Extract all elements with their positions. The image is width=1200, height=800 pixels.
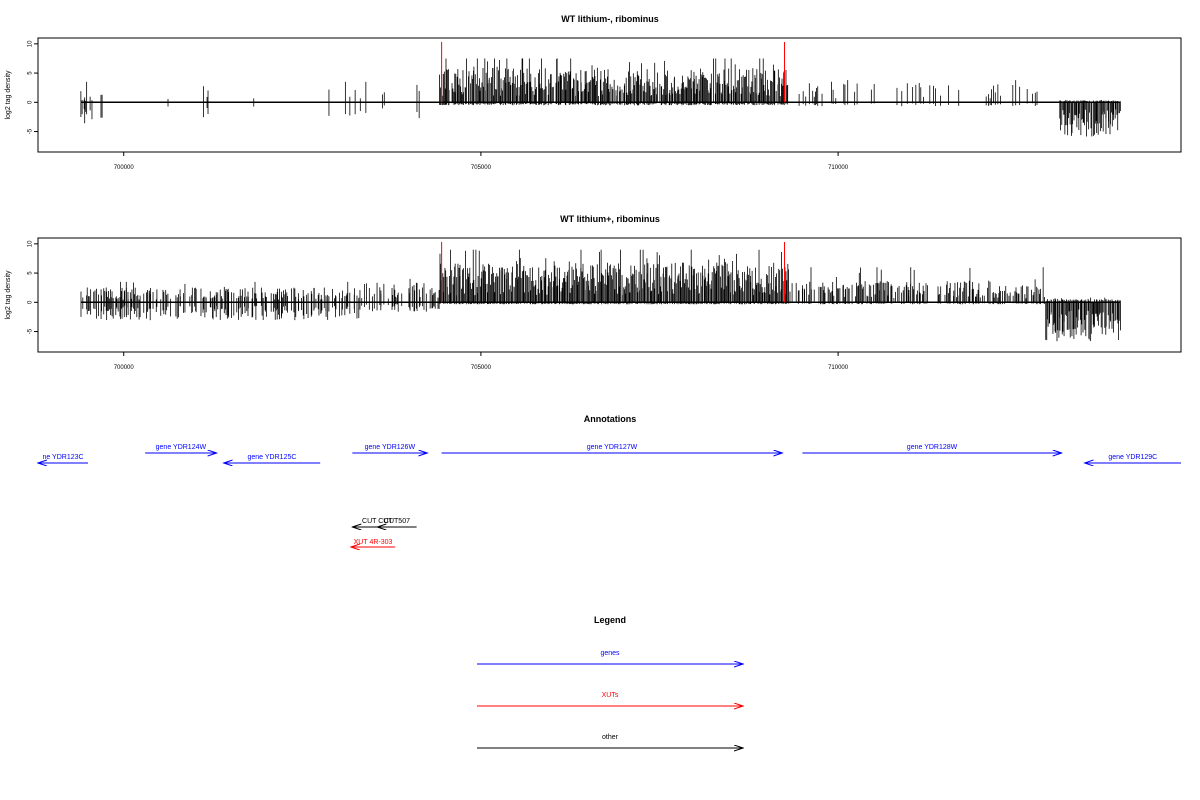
track-2-title: WT lithium+, ribominus	[560, 214, 660, 224]
gene-label: gene YDR127W	[587, 444, 638, 451]
gene-label: gene YDR125C	[248, 454, 297, 461]
track-1-bars	[80, 42, 1121, 137]
track-panel-2: WT lithium+, ribominus log2 tag density …	[5, 214, 1182, 371]
x-tick-label: 705000	[471, 165, 492, 171]
track-1-frame	[37, 37, 1182, 153]
legend-label: genes	[600, 650, 620, 657]
y-tick-label: 0	[28, 300, 34, 304]
track-panel-1: WT lithium-, ribominus log2 tag density …	[5, 14, 1182, 171]
track-1-title: WT lithium-, ribominus	[561, 14, 659, 24]
legend-items: genes XUTs other	[477, 650, 743, 748]
y-tick-label: -5	[28, 328, 34, 334]
track-1-axes: -5 0 5 10 700000 705000 710000	[28, 40, 849, 171]
track-1-ylabel: log2 tag density	[5, 70, 12, 120]
legend-title: Legend	[594, 615, 626, 625]
track-2-ylabel: log2 tag density	[5, 270, 12, 320]
gene-label: gene YDR129C	[1108, 454, 1157, 461]
y-tick-label: 0	[28, 100, 34, 104]
annotation-features: ne YDR123C gene YDR124W gene YDR125C gene Y…	[38, 444, 1181, 547]
y-tick-label: 10	[28, 240, 34, 247]
y-tick-label: -5	[28, 128, 34, 134]
track-2-bars	[80, 242, 1121, 342]
xut-feature-label: XUT 4R-303	[354, 539, 393, 546]
other-feature-label: CUT CUT	[362, 518, 393, 525]
gene-label: gene YDR124W	[156, 444, 207, 451]
annotations-panel: Annotations ne YDR123C gene YDR124W gene Y…	[38, 414, 1181, 547]
annotations-title: Annotations	[584, 414, 637, 424]
legend-label: XUTs	[602, 692, 619, 699]
x-tick-label: 700000	[114, 365, 135, 371]
gene-label: ne YDR123C	[42, 454, 83, 461]
y-tick-label: 10	[28, 40, 34, 47]
legend-label: other	[602, 734, 619, 741]
track-2-axes: -5 0 5 10 700000 705000 710000	[28, 240, 849, 371]
legend: Legend genes XUTs other	[477, 615, 743, 748]
gene-label: gene YDR128W	[907, 444, 958, 451]
x-tick-label: 700000	[114, 165, 135, 171]
other-feature-label: CUT507	[384, 518, 410, 525]
gene-label: gene YDR126W	[365, 444, 416, 451]
x-tick-label: 705000	[471, 365, 492, 371]
y-tick-label: 5	[28, 271, 34, 275]
track-2-frame	[37, 237, 1182, 353]
x-tick-label: 710000	[828, 165, 849, 171]
x-tick-label: 710000	[828, 365, 849, 371]
y-tick-label: 5	[28, 71, 34, 75]
